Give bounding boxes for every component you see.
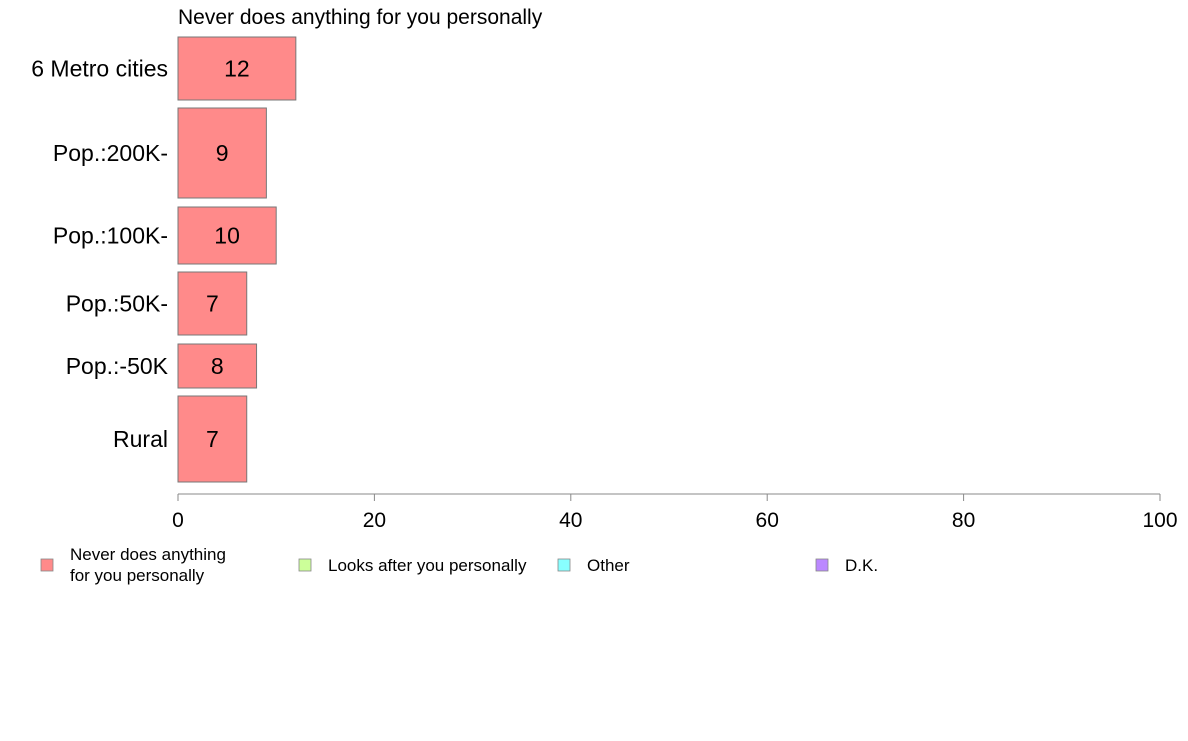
bar xyxy=(177,107,267,199)
legend-label: for you personally xyxy=(70,566,205,585)
legend-item: Looks after you personally xyxy=(298,556,527,575)
x-tick-label: 80 xyxy=(952,509,975,532)
category-label: 6 Metro cities xyxy=(31,56,168,82)
category-label: Pop.:50K- xyxy=(66,291,168,317)
bar-value-label: 7 xyxy=(206,426,219,452)
category-label: Rural xyxy=(113,426,168,452)
legend: Never does anything for you personally Loo… xyxy=(40,545,878,585)
category-label: Pop.:200K- xyxy=(53,140,168,166)
chart-title: Never does anything for you personally xyxy=(178,6,543,29)
legend-swatch xyxy=(40,558,54,572)
bar-value-label: 7 xyxy=(206,291,219,317)
legend-label: Other xyxy=(587,556,630,575)
bars-layer: 12 6 Metro cities 9 Pop.:200K- 10 Pop.:100K- 7… xyxy=(31,36,297,483)
x-axis: 0 20 40 60 80 100 xyxy=(172,493,1178,532)
bar-value-label: 12 xyxy=(224,56,250,82)
legend-swatch xyxy=(298,558,312,572)
x-tick-label: 20 xyxy=(363,509,386,532)
legend-swatch xyxy=(815,558,829,572)
bar xyxy=(177,206,277,265)
category-label: Pop.:100K- xyxy=(53,223,168,249)
bar-value-label: 9 xyxy=(216,140,229,166)
bar xyxy=(177,343,258,389)
legend-item: Other xyxy=(557,556,630,575)
x-tick-label: 40 xyxy=(559,509,582,532)
legend-swatch xyxy=(557,558,571,572)
legend-label: Never does anything xyxy=(70,545,226,564)
x-tick-label: 0 xyxy=(172,509,184,532)
bar-value-label: 8 xyxy=(211,353,224,379)
x-tick-label: 100 xyxy=(1142,509,1177,532)
x-tick-label: 60 xyxy=(756,509,779,532)
legend-label: D.K. xyxy=(845,556,878,575)
legend-label: Looks after you personally xyxy=(328,556,527,575)
bar-value-label: 10 xyxy=(214,223,240,249)
bar xyxy=(177,271,248,336)
bar xyxy=(177,36,297,101)
category-label: Pop.:-50K xyxy=(66,353,169,379)
legend-item: D.K. xyxy=(815,556,878,575)
bar xyxy=(177,395,248,483)
legend-item: Never does anything for you personally xyxy=(40,545,226,585)
